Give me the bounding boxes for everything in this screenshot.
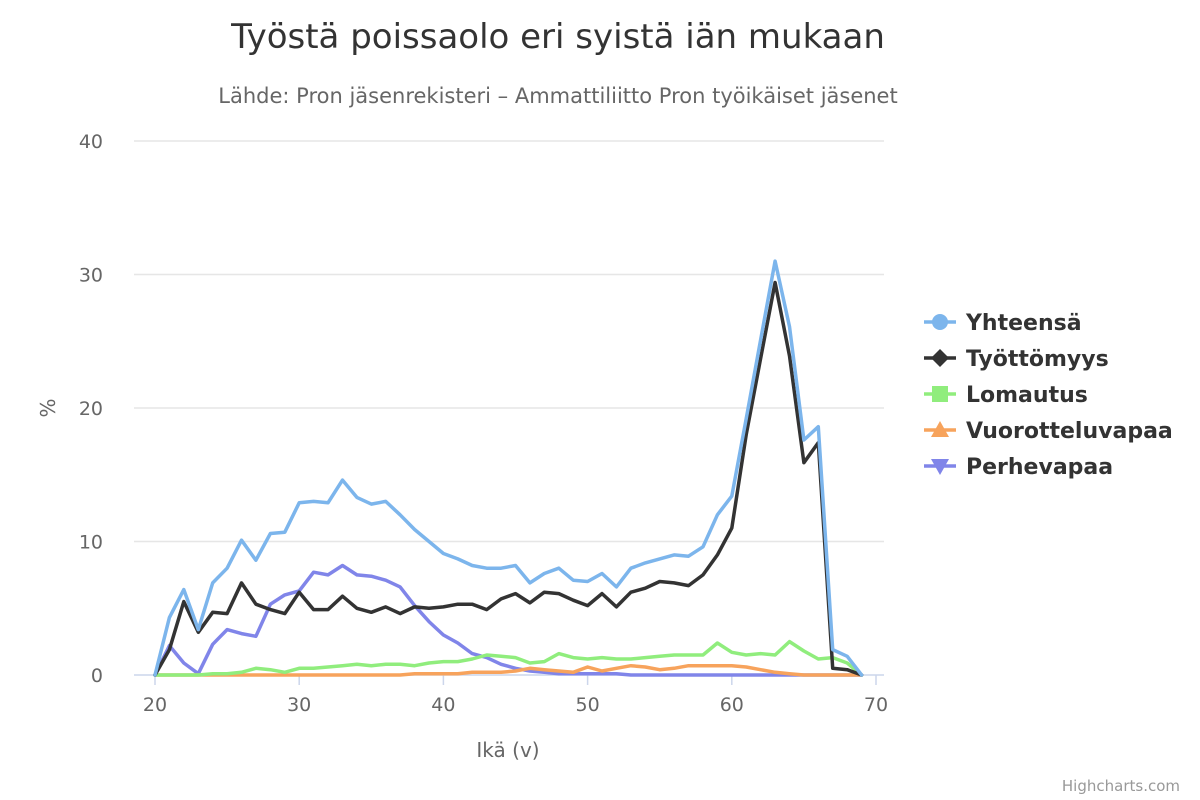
legend-label: Yhteensä bbox=[965, 311, 1082, 336]
legend-label: Työttömyys bbox=[966, 347, 1109, 372]
legend-item-lomautus[interactable]: Lomautus bbox=[924, 383, 1088, 408]
x-axis: 20 30 40 50 60 70 bbox=[134, 674, 888, 716]
legend-item-työttömyys[interactable]: Työttömyys bbox=[924, 347, 1109, 372]
grid-lines bbox=[134, 140, 884, 543]
legend-marker-icon bbox=[931, 421, 949, 437]
y-axis-ticks: 0 10 20 30 40 bbox=[79, 131, 103, 687]
x-tick-label: 70 bbox=[864, 694, 888, 716]
x-tick-label: 30 bbox=[287, 694, 311, 716]
x-tick-label: 60 bbox=[720, 694, 744, 716]
legend: Yhteensä Työttömyys Lomautus Vuorotteluvapa… bbox=[924, 311, 1173, 480]
x-tick-label: 20 bbox=[143, 694, 167, 716]
y-tick-label: 40 bbox=[79, 131, 103, 153]
credits-link[interactable]: Highcharts.com bbox=[1062, 777, 1180, 795]
legend-label: Lomautus bbox=[966, 383, 1088, 408]
legend-label: Perhevapaa bbox=[966, 455, 1113, 480]
legend-item-vuorotteluvapaa[interactable]: Vuorotteluvapaa bbox=[924, 419, 1173, 444]
chart-subtitle: Lähde: Pron jäsenrekisteri – Ammattiliit… bbox=[218, 84, 897, 108]
x-tick-label: 50 bbox=[576, 694, 600, 716]
series-line-perhevapaa[interactable] bbox=[153, 563, 864, 677]
x-tick-label: 40 bbox=[431, 694, 455, 716]
series-line-vuorotteluvapaa[interactable] bbox=[153, 663, 864, 677]
legend-marker-icon bbox=[931, 349, 949, 367]
x-axis-title: Ikä (v) bbox=[476, 738, 539, 762]
series-line-työttömyys[interactable] bbox=[153, 280, 864, 677]
y-tick-label: 20 bbox=[79, 398, 103, 420]
series-line-yhteensä[interactable] bbox=[153, 259, 864, 677]
legend-marker-icon bbox=[932, 314, 948, 330]
y-axis-title: % bbox=[36, 398, 60, 417]
legend-marker-icon bbox=[932, 386, 948, 402]
chart-title: Työstä poissaolo eri syistä iän mukaan bbox=[230, 17, 885, 57]
legend-item-perhevapaa[interactable]: Perhevapaa bbox=[924, 455, 1113, 480]
y-tick-label: 0 bbox=[91, 665, 103, 687]
y-tick-label: 30 bbox=[79, 265, 103, 287]
legend-item-yhteensä[interactable]: Yhteensä bbox=[924, 311, 1082, 336]
legend-label: Vuorotteluvapaa bbox=[966, 419, 1173, 444]
series-lines bbox=[153, 259, 864, 677]
legend-marker-icon bbox=[931, 459, 949, 475]
series-line-lomautus[interactable] bbox=[153, 639, 864, 677]
y-tick-label: 10 bbox=[79, 532, 103, 554]
